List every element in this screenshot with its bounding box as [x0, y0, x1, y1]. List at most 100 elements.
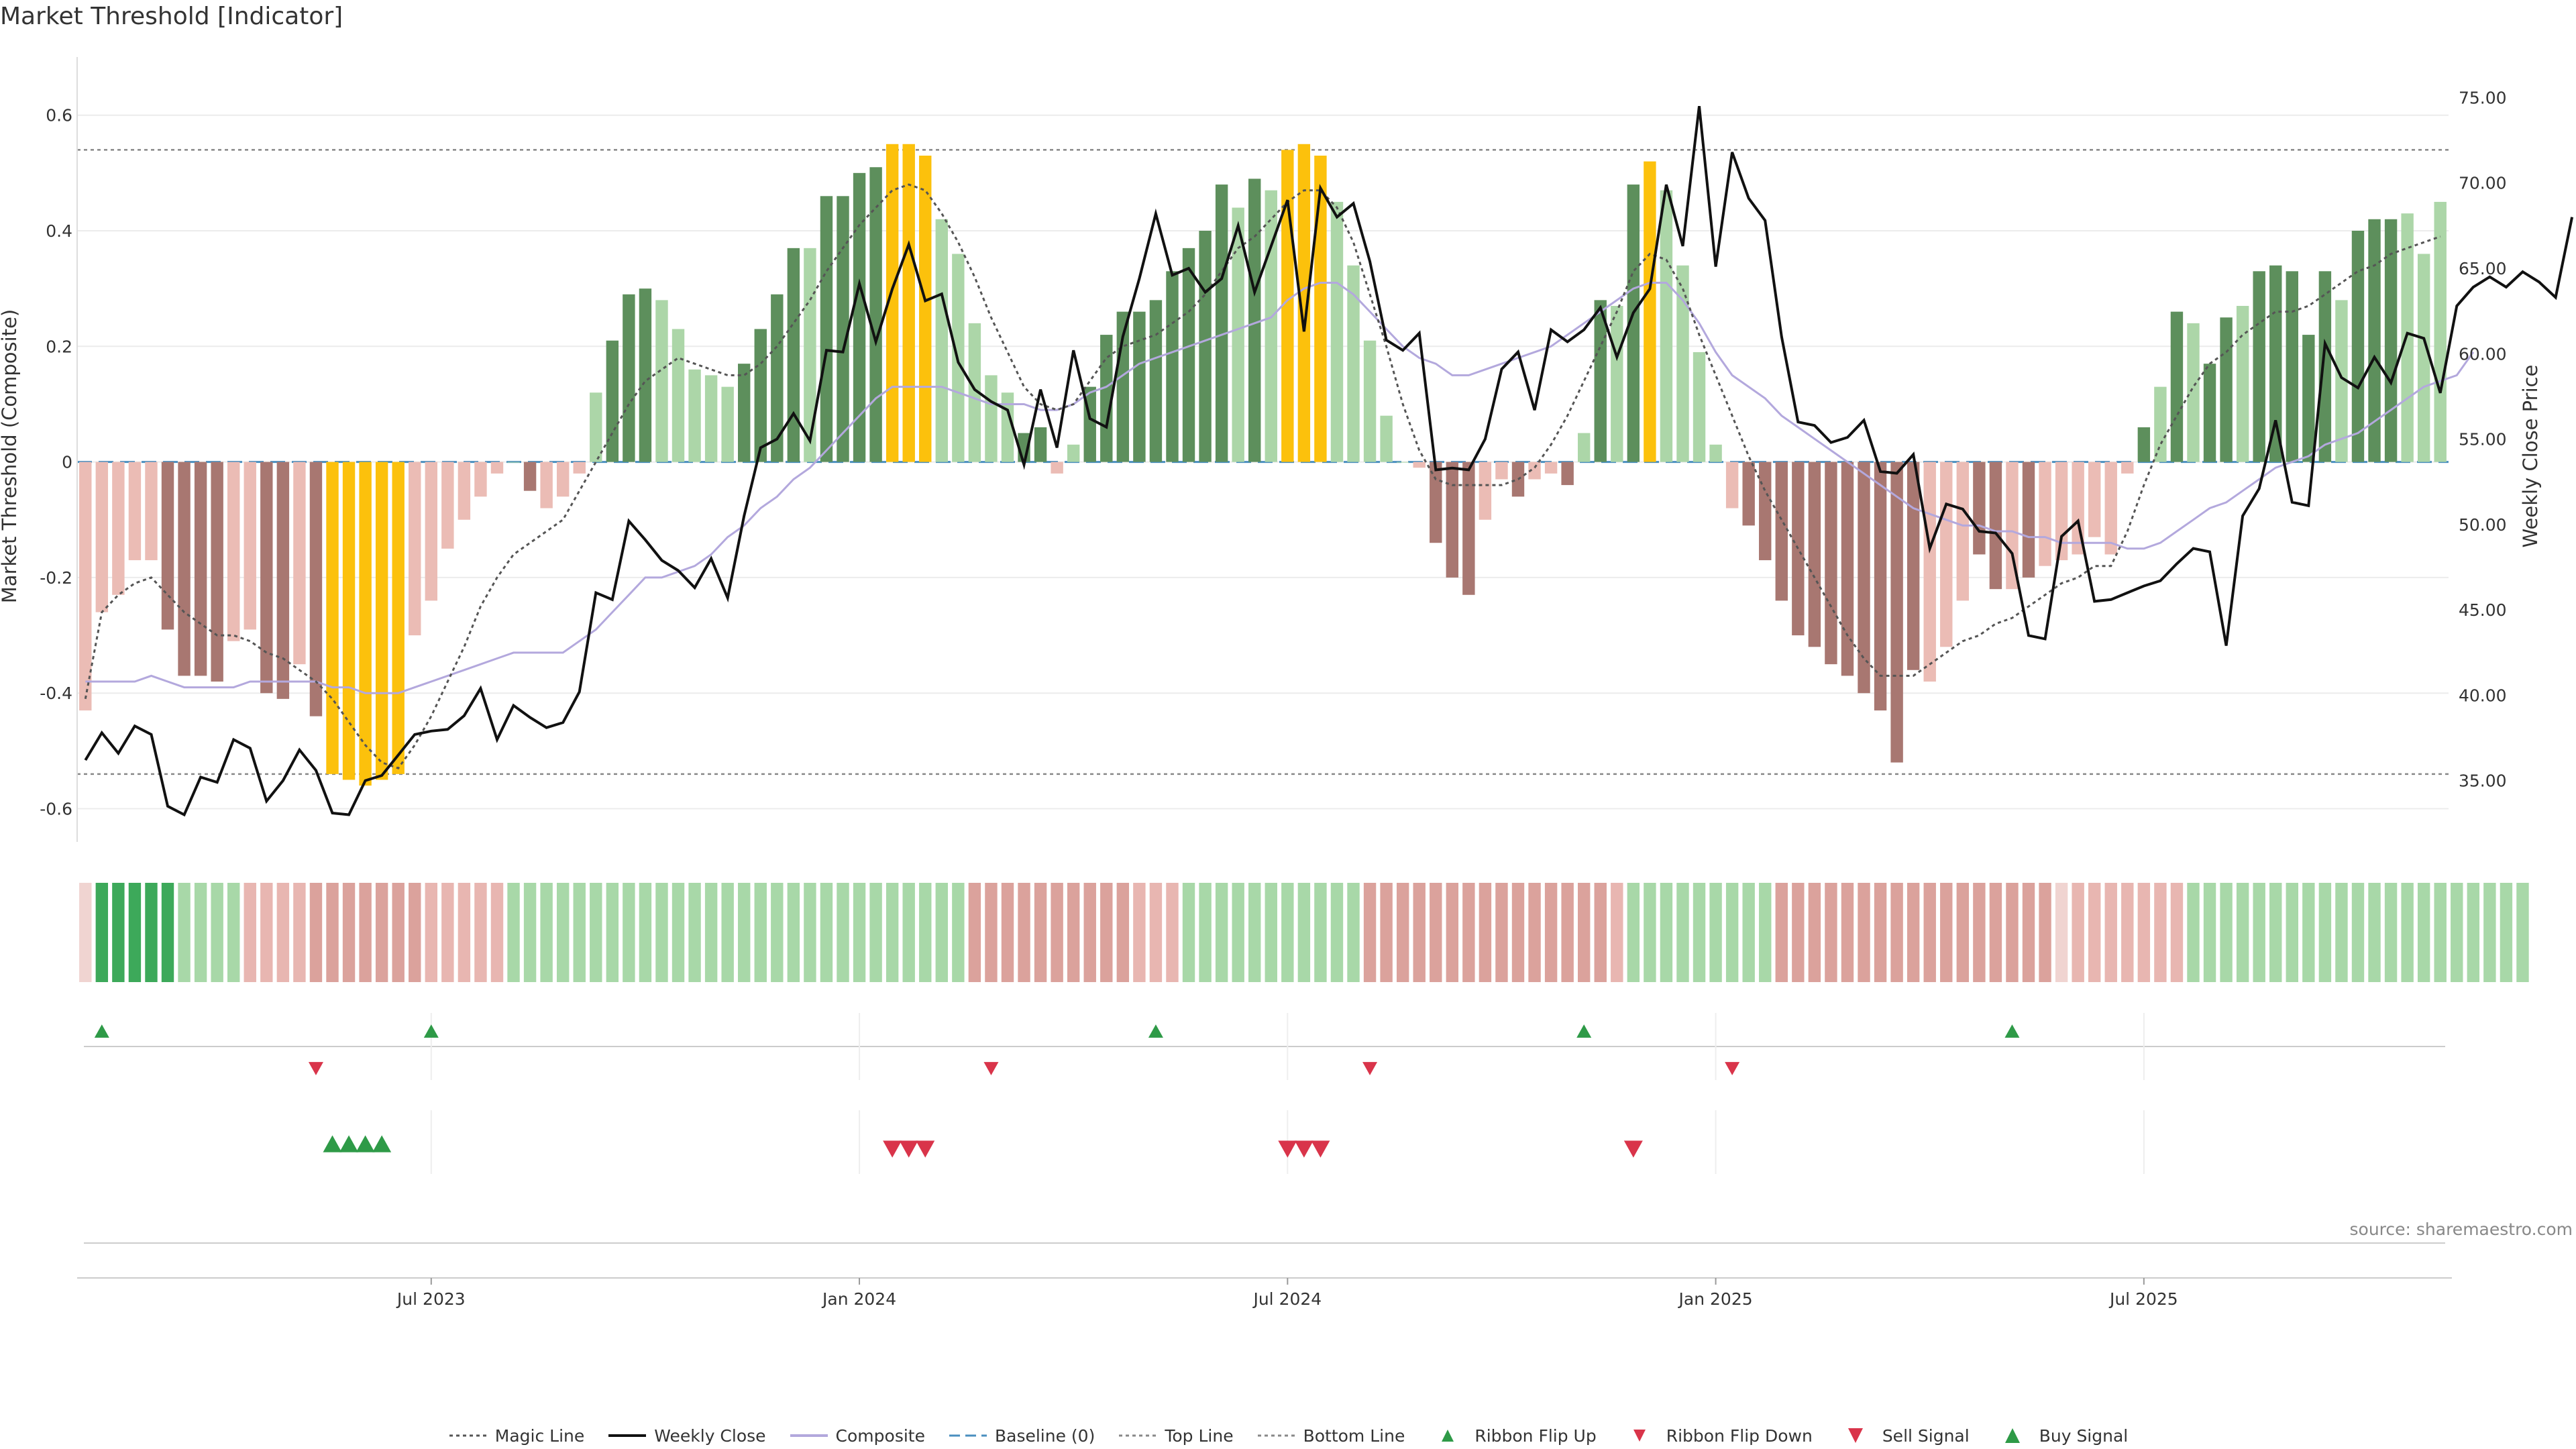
x-tick-label: Jul 2025 — [2108, 1289, 2178, 1309]
composite-bar — [869, 167, 882, 462]
composite-bar — [178, 462, 191, 676]
composite-bar — [1430, 462, 1442, 543]
ribbon-cell — [1116, 883, 1130, 982]
y-left-axis-label: Market Threshold (Composite) — [0, 309, 21, 603]
sell-signal-marker — [899, 1140, 918, 1158]
ribbon-cell — [1676, 883, 1689, 982]
legend-swatch — [949, 1434, 987, 1437]
y-right-tick-label: 60.00 — [2459, 344, 2507, 364]
buy-signal-marker — [323, 1135, 342, 1152]
composite-bar — [985, 375, 998, 462]
x-tick-label: Jan 2025 — [1678, 1289, 1753, 1309]
buy-signal-marker — [356, 1135, 375, 1152]
composite-bar — [853, 172, 866, 462]
ribbon-cell — [787, 883, 800, 982]
ribbon-cell — [293, 883, 306, 982]
sell-signal-marker — [916, 1140, 935, 1158]
ribbon-cell — [523, 883, 537, 982]
composite-bar — [623, 294, 635, 462]
legend-item: Weekly Close — [607, 1426, 766, 1446]
ribbon-cell — [853, 883, 866, 982]
ribbon-cell — [1413, 883, 1426, 982]
composite-bar — [128, 462, 142, 561]
ribbon-cell — [2088, 883, 2101, 982]
ribbon-cell — [1874, 883, 1887, 982]
composite-bar — [1330, 201, 1344, 462]
x-tick-label: Jul 2023 — [396, 1289, 466, 1309]
ribbon-cell — [161, 883, 174, 982]
ribbon-cell — [1511, 883, 1525, 982]
composite-bar — [507, 462, 520, 463]
composite-bar — [754, 329, 767, 462]
composite-bar — [1644, 161, 1656, 462]
ribbon-cell — [1034, 883, 1047, 982]
composite-bar — [2137, 427, 2151, 462]
composite-bar — [688, 369, 701, 462]
composite-bar — [409, 462, 421, 636]
sell-signal-marker — [1623, 1140, 1643, 1158]
buy-signal-marker — [372, 1135, 392, 1152]
ribbon-cell — [1808, 883, 1821, 982]
composite-bar — [1874, 462, 1887, 711]
composite-bar — [1363, 340, 1377, 462]
composite-bar — [2318, 271, 2332, 462]
ribbon-cell — [2137, 883, 2151, 982]
ribbon-cell — [2401, 883, 2414, 982]
composite-bar — [1199, 231, 1212, 462]
ribbon-cell — [1759, 883, 1772, 982]
ribbon-cell — [2203, 883, 2216, 982]
composite-bar — [639, 288, 652, 462]
legend-label: Ribbon Flip Up — [1474, 1426, 1597, 1446]
ribbon-cell — [672, 883, 685, 982]
y-left-tick-label: 0.6 — [46, 106, 72, 125]
ribbon-cell — [128, 883, 142, 982]
composite-bar — [2401, 213, 2414, 462]
composite-bar — [804, 248, 816, 462]
ribbon-cell — [1133, 883, 1146, 982]
ribbon-cell — [1594, 883, 1607, 982]
buy-signal-marker — [339, 1135, 359, 1152]
composite-bar — [2417, 254, 2430, 462]
composite-bar — [902, 144, 915, 462]
ribbon-cell — [2467, 883, 2480, 982]
ribbon-cell — [342, 883, 356, 982]
ribbon-cell — [655, 883, 668, 982]
magic-line — [84, 183, 2441, 769]
composite-bar — [1462, 462, 1475, 595]
ribbon-cell — [507, 883, 520, 982]
source-note: source: sharemaestro.com — [2349, 1220, 2573, 1239]
composite-bar — [1660, 190, 1673, 462]
legend-label: Top Line — [1165, 1426, 1234, 1446]
ribbon-flip-down-marker — [1725, 1062, 1740, 1075]
composite-bar — [112, 462, 125, 595]
legend-swatch — [1442, 1430, 1454, 1442]
ribbon-flip-up-marker — [1148, 1024, 1163, 1038]
legend-label: Ribbon Flip Down — [1666, 1426, 1813, 1446]
composite-bar — [227, 462, 240, 641]
composite-bar — [1973, 462, 1986, 555]
composite-bar — [1742, 462, 1755, 526]
ribbon-cell — [375, 883, 388, 982]
ribbon-cell — [392, 883, 405, 982]
ribbon-cell — [1858, 883, 1870, 982]
composite-bar — [1693, 352, 1706, 462]
ribbon-cell — [178, 883, 191, 982]
composite-bar — [721, 386, 734, 462]
ribbon-cell — [1561, 883, 1574, 982]
ribbon-cell — [623, 883, 635, 982]
ribbon-cell — [2302, 883, 2315, 982]
composite-bar — [2203, 364, 2216, 462]
ribbon-cell — [1940, 883, 1953, 982]
ribbon-cell — [1347, 883, 1360, 982]
legend-item: Baseline (0) — [948, 1426, 1095, 1446]
composite-bar — [1133, 311, 1146, 462]
composite-bar — [1759, 462, 1772, 561]
composite-bar — [342, 462, 356, 780]
ribbon-cell — [639, 883, 652, 982]
legend-label: Composite — [835, 1426, 925, 1446]
ribbon-cell — [2006, 883, 2019, 982]
composite-bar — [309, 462, 323, 716]
axis-layer: -0.6 -0.4 -0.2 0 0.2 0.4 0.6 35.00 40.00 45.00 50.… — [0, 57, 2542, 842]
composite-bar — [2121, 462, 2134, 474]
